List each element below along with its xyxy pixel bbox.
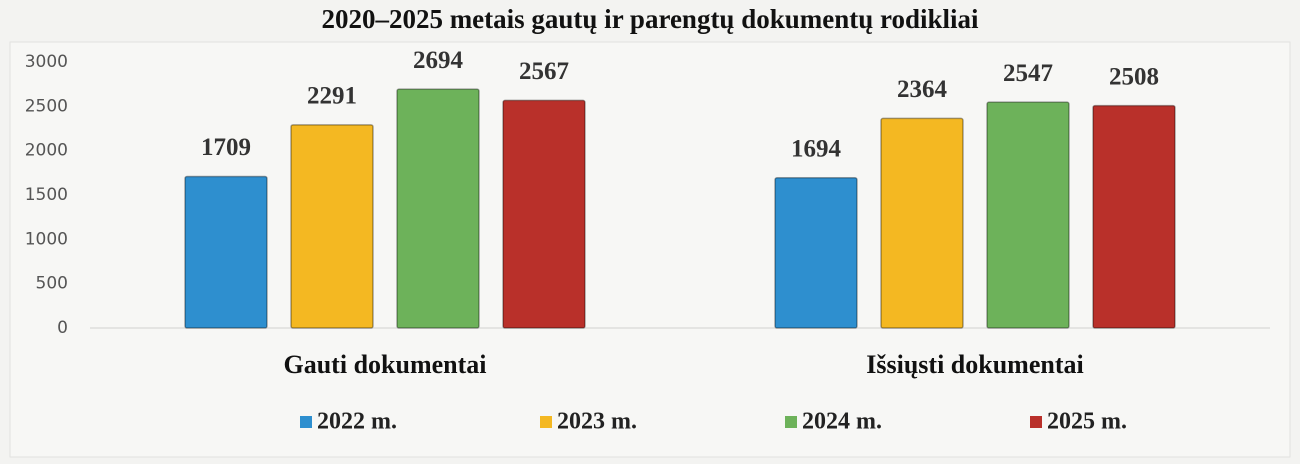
legend-label: 2025 m. — [1047, 409, 1127, 435]
y-tick-label: 500 — [36, 274, 68, 294]
data-label: 2567 — [519, 58, 569, 85]
data-label: 2547 — [1003, 60, 1053, 87]
bar — [986, 101, 1070, 329]
chart-title: 2020–2025 metais gautų ir parengtų dokum… — [321, 4, 979, 34]
y-tick-label: 0 — [57, 318, 68, 338]
bar — [502, 99, 586, 329]
y-tick-label: 2000 — [25, 141, 68, 161]
data-label: 2694 — [413, 47, 464, 74]
y-tick-label: 2500 — [25, 96, 68, 116]
bar — [774, 177, 858, 329]
bar — [184, 175, 268, 329]
legend-swatch — [300, 416, 312, 428]
legend-swatch — [1030, 416, 1042, 428]
legend-label: 2022 m. — [317, 409, 397, 435]
y-tick-label: 3000 — [25, 52, 68, 72]
y-tick-label: 1500 — [25, 185, 68, 205]
legend-label: 2024 m. — [802, 409, 882, 435]
x-tick-label: Išsiųsti dokumentai — [866, 350, 1083, 379]
data-label: 1694 — [791, 136, 842, 163]
bar — [396, 88, 480, 329]
data-label: 2364 — [897, 76, 948, 103]
legend-label: 2023 m. — [557, 409, 637, 435]
bar — [290, 124, 374, 329]
bar — [880, 117, 964, 329]
legend-swatch — [785, 416, 797, 428]
data-label: 2508 — [1109, 63, 1159, 90]
y-tick-label: 1000 — [25, 229, 68, 249]
bar — [1092, 104, 1176, 329]
data-label: 1709 — [201, 134, 251, 161]
data-label: 2291 — [307, 83, 357, 110]
x-tick-label: Gauti dokumentai — [284, 350, 487, 379]
legend-swatch — [540, 416, 552, 428]
